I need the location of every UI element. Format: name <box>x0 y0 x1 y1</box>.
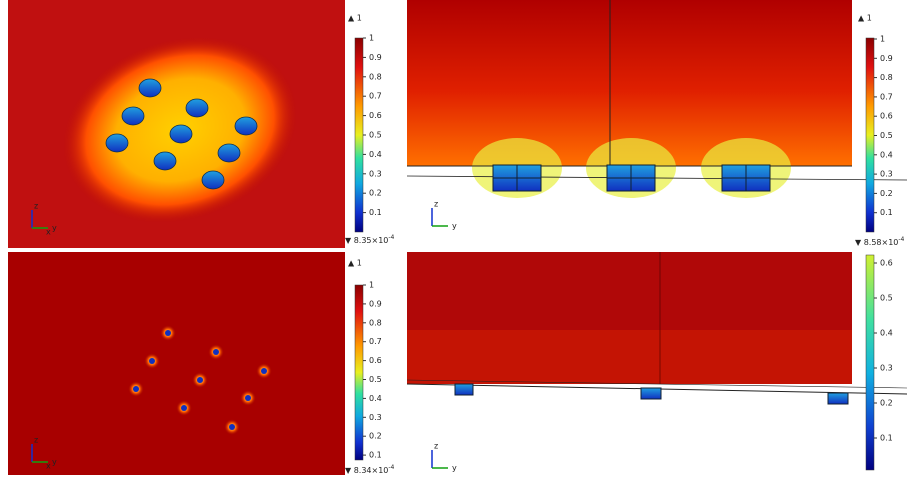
colorbar-tick-label: 0.3 <box>880 170 893 179</box>
colorbar-tick-label: 1 <box>880 35 885 44</box>
colorbar <box>865 37 875 233</box>
axis-label: x <box>46 462 51 471</box>
colorbar-tick-label: 0.6 <box>880 112 893 121</box>
min-label-exponent: -4 <box>388 234 394 241</box>
colorbar-tick-label: 0.4 <box>880 329 893 338</box>
colorbar-tick-label: 0.7 <box>880 92 893 101</box>
colorbar-tick-label: 0.5 <box>880 294 893 303</box>
colorbar-min-label: ▼ 8.34×10-4 <box>345 464 395 475</box>
colorbar-tick-label: 0.1 <box>880 434 893 443</box>
min-label-exponent: -4 <box>388 464 394 471</box>
colorbar-tick-label: 0.8 <box>369 72 382 81</box>
colorbar-tick-label: 0.4 <box>880 150 893 159</box>
colorbar-min-label: ▼ 8.35×10-4 <box>345 234 395 245</box>
colorbar-tick-label: 0.4 <box>369 150 382 159</box>
colorbar-tick-label: 0.7 <box>369 92 382 101</box>
panel-3d-view <box>8 0 345 248</box>
colorbar-tick-label: 0.6 <box>369 111 382 120</box>
colorbar-tick-label: 0.1 <box>369 208 382 217</box>
axis-label: y <box>52 224 57 233</box>
overlay: 1 0.9 0.8 0.7 0.6 0.5 0.4 0.3 0.2 0.1 ▲ 1 ▼ 8.35×10… <box>31 14 905 475</box>
colorbar-tick-label: 0.8 <box>369 318 382 327</box>
colorbar-tick-label: 0.2 <box>369 189 382 198</box>
axis-label: z <box>434 200 438 209</box>
colorbar-tick-label: 0.1 <box>880 208 893 217</box>
axis-label: y <box>452 222 457 231</box>
colorbar-tick-label: 0.2 <box>369 432 382 441</box>
colorbar-tick-label: 1 <box>369 281 374 290</box>
colorbar-tick-label: 0.8 <box>880 73 893 82</box>
colorbar-tick-label: 0.3 <box>369 413 382 422</box>
colorbar-tick-label: 0.5 <box>369 375 382 384</box>
colorbar-tick-label: 0.9 <box>880 54 893 63</box>
colorbar <box>354 37 364 233</box>
min-label-exponent: -4 <box>898 236 904 243</box>
axis-label: z <box>34 202 38 211</box>
colorbar-tick-label: 0.5 <box>880 131 893 140</box>
axis-label: y <box>452 464 457 473</box>
colorbar-tick-label: 0.1 <box>369 451 382 460</box>
colorbar-tick-label: 0.6 <box>369 356 382 365</box>
axis-label: y <box>52 458 57 467</box>
min-label-text: ▼ 8.35×10 <box>345 236 388 245</box>
axis-label: z <box>434 442 438 451</box>
panel-3d-view-small <box>8 252 345 475</box>
colorbar-tick-label: 0.3 <box>369 169 382 178</box>
colorbar-tick-label: 0.2 <box>880 189 893 198</box>
colorbar <box>865 254 875 471</box>
colorbar-tick-label: 0.7 <box>369 337 382 346</box>
colorbar-tick-label: 1 <box>369 34 374 43</box>
colorbar-max-label: ▲ 1 <box>348 259 362 268</box>
colorbar <box>354 284 364 461</box>
colorbar-tick-label: 0.4 <box>369 394 382 403</box>
axis-label: x <box>46 228 51 237</box>
colorbar-tick-label: 0.3 <box>880 364 893 373</box>
panel-side-view <box>406 0 907 198</box>
panel-side-view-small <box>406 252 907 475</box>
colorbar-tick-label: 0.2 <box>880 399 893 408</box>
colorbar-min-label: ▼ 8.58×10-4 <box>855 236 905 247</box>
colorbar-max-label: ▲ 1 <box>348 14 362 23</box>
min-label-text: ▼ 8.58×10 <box>855 238 898 247</box>
colorbar-tick-label: 0.5 <box>369 131 382 140</box>
colorbar-tick-label: 0.9 <box>369 53 382 62</box>
colorbar-max-label: ▲ 1 <box>858 14 872 23</box>
axis-label: z <box>34 436 38 445</box>
colorbar-tick-label: 0.6 <box>880 259 893 268</box>
colorbar-tick-label: 0.9 <box>369 299 382 308</box>
min-label-text: ▼ 8.34×10 <box>345 466 388 475</box>
